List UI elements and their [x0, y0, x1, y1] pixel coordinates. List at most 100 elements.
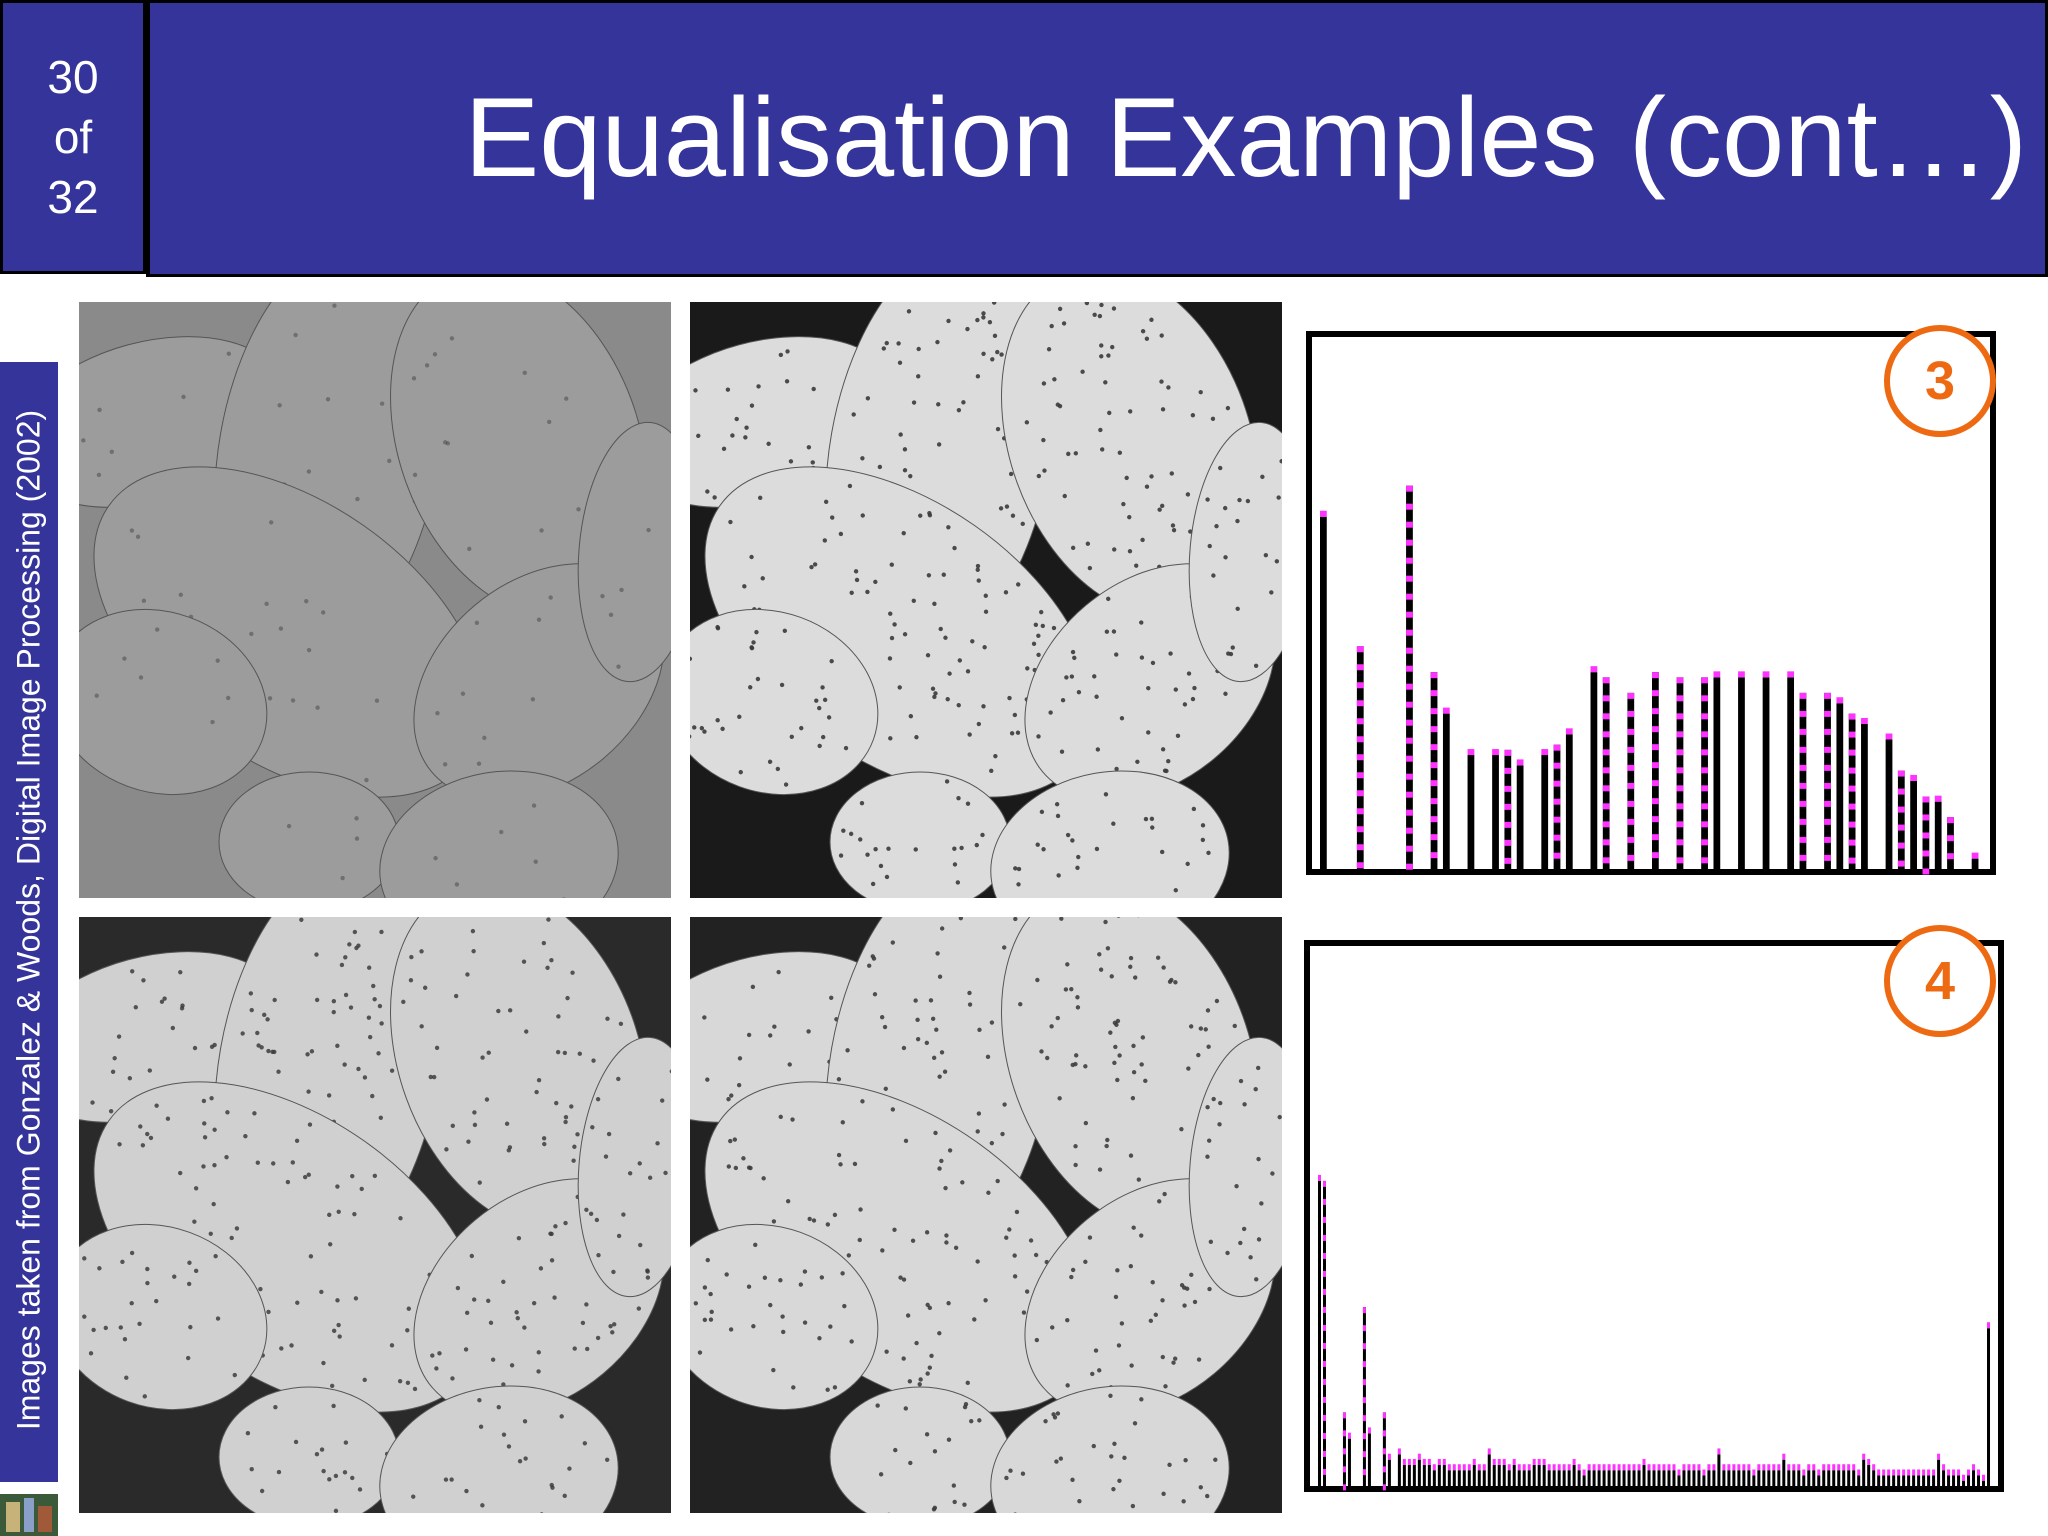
histogram-dot: [1947, 1469, 1950, 1475]
histogram-dot: [1849, 750, 1856, 756]
histogram-bar: [1348, 1439, 1351, 1486]
histogram-dot: [1357, 718, 1364, 724]
histogram-dot: [1627, 693, 1634, 699]
histogram-bar: [1538, 1465, 1541, 1486]
histogram-bar: [1797, 1470, 1800, 1486]
histogram-dot: [1842, 1464, 1845, 1470]
histogram-bar: [1792, 1470, 1795, 1486]
histogram-bar: [1363, 1307, 1366, 1486]
histogram-dot: [1603, 695, 1610, 701]
histogram-dot: [1323, 1451, 1326, 1457]
histogram-bar: [1707, 1470, 1710, 1486]
histogram-bar: [1977, 1475, 1980, 1486]
histogram-dot: [1677, 713, 1684, 719]
histogram-dot: [1320, 511, 1327, 517]
histogram-dot: [1757, 1464, 1760, 1470]
histogram-dot: [1323, 1199, 1326, 1205]
histogram-bar: [1935, 802, 1942, 869]
histogram-dot: [1902, 1469, 1905, 1475]
histogram-dot: [1692, 1464, 1695, 1470]
histogram-dot: [1701, 767, 1708, 773]
histogram-dot: [1323, 1325, 1326, 1331]
histogram-dot: [1443, 1459, 1446, 1465]
histogram-bar: [1533, 1465, 1536, 1486]
histogram-dot: [1923, 850, 1930, 856]
histogram-dot: [1824, 855, 1831, 861]
photo-washed-out: [79, 302, 671, 898]
histogram-dot: [1603, 1464, 1606, 1470]
histogram-dot: [1797, 1464, 1800, 1470]
histogram-bar: [1852, 1470, 1855, 1486]
histogram-dot: [1431, 672, 1438, 678]
histogram-dot: [1738, 671, 1745, 677]
histogram-bar: [1842, 1470, 1845, 1486]
histogram-dot: [1566, 728, 1573, 734]
histogram-dot: [1493, 1459, 1496, 1465]
histogram-bar: [1777, 1470, 1780, 1486]
histogram-bar: [1588, 1470, 1591, 1486]
histogram-bar: [1787, 1470, 1790, 1486]
histogram-dot: [1927, 1469, 1930, 1475]
histogram-bar: [1762, 1470, 1765, 1486]
histogram-dot: [1357, 790, 1364, 796]
photo-dark-equalised: [690, 917, 1282, 1513]
histogram-dot: [1468, 1464, 1471, 1470]
histogram-dot: [1504, 822, 1511, 828]
histogram-dot: [1583, 1469, 1586, 1475]
histogram-dot: [1812, 1464, 1815, 1470]
histogram-dot: [1406, 558, 1413, 564]
histogram-dot: [1677, 785, 1684, 791]
histogram-dot: [1923, 832, 1930, 838]
histogram-dot: [1517, 759, 1524, 765]
histogram-bar: [1398, 1454, 1401, 1486]
histogram-dot: [1578, 1464, 1581, 1470]
histogram-chart-3: [1306, 331, 1996, 875]
histogram-bar: [1867, 1465, 1870, 1486]
histogram-dot: [1652, 708, 1659, 714]
histogram-bar: [1787, 677, 1794, 869]
badge-4: 4: [1884, 925, 1996, 1037]
histogram-dot: [1563, 1464, 1566, 1470]
histogram-dot: [1627, 837, 1634, 843]
histogram-bar: [1618, 1470, 1621, 1486]
histogram-dot: [1898, 825, 1905, 831]
histogram-dot: [1406, 702, 1413, 708]
histogram-dot: [1677, 839, 1684, 845]
histogram-dot: [1824, 693, 1831, 699]
histogram-dot: [1603, 731, 1610, 737]
histogram-bar: [1902, 1475, 1905, 1486]
histogram-dot: [1508, 1464, 1511, 1470]
histogram-dot: [1443, 708, 1450, 714]
histogram-dot: [1488, 1448, 1491, 1454]
title-bar: Equalisation Examples (cont…): [146, 0, 2048, 277]
histogram-bar: [1603, 1470, 1606, 1486]
histogram-bar: [1957, 1475, 1960, 1486]
histogram-dot: [1800, 801, 1807, 807]
histogram-bar: [1583, 1475, 1586, 1486]
histogram-dot: [1431, 690, 1438, 696]
histogram-dot: [1357, 826, 1364, 832]
histogram-dot: [1627, 801, 1634, 807]
histogram-dot: [1603, 857, 1610, 863]
histogram-dot: [1732, 1464, 1735, 1470]
histogram-bar: [1672, 1470, 1675, 1486]
histogram-dot: [1343, 1466, 1346, 1472]
histogram-bar: [1657, 1470, 1660, 1486]
histogram-dot: [1787, 1464, 1790, 1470]
histogram-bar: [1318, 1181, 1321, 1486]
histogram-bar: [1323, 1181, 1326, 1486]
histogram-dot: [1433, 1464, 1436, 1470]
histogram-dot: [1824, 711, 1831, 717]
histogram-bar: [1987, 1328, 1990, 1486]
histogram-bar: [1653, 1470, 1656, 1486]
histogram-dot: [1627, 783, 1634, 789]
histogram-dot: [1363, 1451, 1366, 1457]
histogram-dot: [1357, 844, 1364, 850]
histogram-dot: [1573, 1459, 1576, 1465]
histogram-dot: [1707, 1464, 1710, 1470]
histogram-dot: [1662, 1464, 1665, 1470]
histogram-dot: [1638, 1464, 1641, 1470]
histogram-bar: [1732, 1470, 1735, 1486]
histogram-dot: [1554, 853, 1561, 859]
histogram-bar: [1418, 1460, 1421, 1486]
